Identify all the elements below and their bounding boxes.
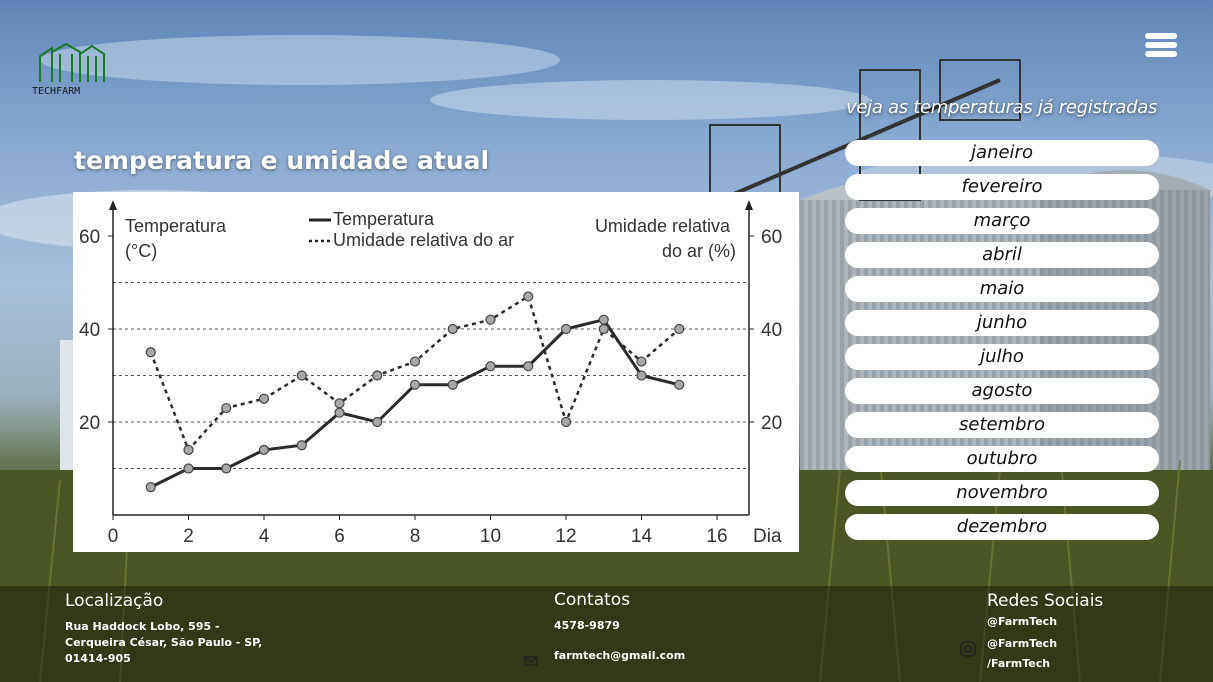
logo-text: TECHFARM [32,86,80,97]
chart-svg: 20 20 40 40 60 60 0 2 4 6 8 10 12 14 16 Dia Temperatura (… [79,200,782,547]
month-button-dezembro[interactable]: dezembro [845,514,1159,540]
twitter-handle[interactable]: @FarmTech [987,615,1058,628]
menu-bar [1145,51,1177,57]
x-tick-label: 8 [410,526,421,547]
humidity-point [296,370,307,381]
y-tick-label-right: 40 [761,320,782,341]
month-button-maio[interactable]: maio [845,276,1159,302]
month-button-agosto[interactable]: agosto [845,378,1159,404]
temperature-point [636,370,647,381]
temperature-point [523,361,534,372]
logo-silo-icon: TECHFARM [32,42,105,97]
arrow-icon [109,200,117,210]
y-axis-label-left: (°C) [125,241,157,261]
temperature-point [372,416,383,428]
temperature-point [447,379,458,390]
humidity-point [372,370,383,381]
social-title: Redes Sociais [987,591,1104,611]
footer-contacts: Contatos 4578-9879 farmtech@gmail.com [524,590,686,666]
address-line: Cerqueira César, São Paulo - SP, [65,636,263,649]
x-tick-label: 0 [108,526,119,547]
temperature-point [485,361,496,372]
x-axis-label: Dia [753,526,782,547]
temperature-line [150,317,680,489]
month-button-janeiro[interactable]: janeiro [845,140,1159,166]
hamburger-menu-icon[interactable] [1145,33,1177,59]
facebook-handle[interactable]: /FarmTech [987,657,1051,670]
x-tick-label: 16 [706,526,727,547]
temperature-point [598,314,609,325]
month-button-novembro[interactable]: novembro [845,480,1159,506]
phone-number[interactable]: 4578-9879 [554,619,620,632]
location-title: Localização [65,591,164,611]
arrow-icon [745,200,753,210]
humidity-point [447,323,458,335]
y-axis-label-left: Temperatura [125,216,227,236]
footer-location: Localização Rua Haddock Lobo, 595 - Cerq… [65,591,262,667]
humidity-point [258,393,270,404]
month-button-setembro[interactable]: setembro [845,412,1159,438]
humidity-point [485,314,496,325]
y-tick-label-right: 20 [761,413,782,434]
month-button-marco[interactable]: março [845,208,1159,234]
month-button-fevereiro[interactable]: fevereiro [845,174,1159,200]
email-icon [524,656,538,666]
y-tick-label-left: 20 [79,413,100,434]
x-tick-label: 14 [631,526,653,547]
humidity-point [560,416,572,428]
x-tick-label: 4 [259,526,270,547]
humidity-point [221,402,232,414]
y-axis-label-right: Umidade relativa [595,216,731,236]
footer-social: Redes Sociais @FarmTech @FarmTech /FarmT… [960,591,1104,672]
temperature-point [221,463,232,474]
instagram-handle[interactable]: @FarmTech [987,637,1058,650]
y-axis-label-right: do ar (%) [662,241,736,261]
humidity-point [674,323,685,335]
y-tick-label-left: 60 [79,227,100,248]
month-button-outubro[interactable]: outubro [845,446,1159,472]
email-link[interactable]: farmtech@gmail.com [554,649,686,662]
menu-bar [1145,33,1177,39]
menu-bar [1145,42,1177,48]
temperature-point [409,379,421,390]
legend-label: Umidade relativa do ar [333,230,514,250]
y-tick-label-right: 60 [761,227,782,248]
x-tick-label: 2 [183,526,194,547]
contacts-title: Contatos [554,590,631,610]
humidity-point [334,398,345,409]
humidity-point [523,291,534,302]
month-button-abril[interactable]: abril [845,242,1159,268]
temperature-point [560,323,572,335]
humidity-point [598,323,609,335]
humidity-point [145,347,156,358]
temperature-point [296,440,307,451]
months-list: janeiro fevereiro março abril maio junho… [845,140,1159,548]
y-tick-label-left: 40 [79,320,100,341]
instagram-icon [960,641,976,657]
address-line: Rua Haddock Lobo, 595 - [65,620,220,633]
x-tick-label: 6 [334,526,345,547]
humidity-point [636,356,647,367]
page-title: temperatura e umidade atual [74,146,490,175]
temperature-point [183,463,194,474]
temperature-point [258,444,270,455]
month-button-junho[interactable]: junho [845,310,1159,336]
x-tick-label: 12 [555,526,576,547]
footer: Localização Rua Haddock Lobo, 595 - Cerq… [0,586,1213,682]
legend-label: Temperatura [333,209,435,229]
temperature-humidity-chart: 20 20 40 40 60 60 0 2 4 6 8 10 12 14 16 Dia Temperatura (… [73,192,799,552]
month-button-julho[interactable]: julho [845,344,1159,370]
humidity-point [409,356,421,367]
temperature-point [145,482,156,493]
address-line: 01414-905 [65,652,131,665]
temperature-point [334,407,345,418]
humidity-point [183,444,194,455]
x-tick-label: 10 [480,526,501,547]
temperature-point [674,379,685,390]
months-heading: veja as temperaturas já registradas [846,97,1158,118]
techfarm-logo[interactable]: TECHFARM [30,42,116,98]
